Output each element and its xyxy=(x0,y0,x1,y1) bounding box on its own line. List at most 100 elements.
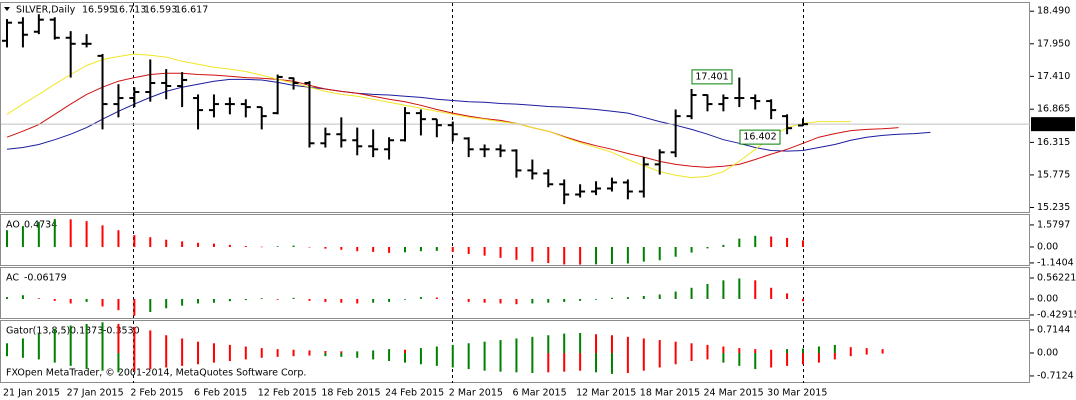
histogram-bar xyxy=(865,352,868,355)
histogram-bar xyxy=(292,352,295,357)
histogram-bar xyxy=(212,243,215,247)
x-tick-label: 12 Mar 2015 xyxy=(576,388,636,399)
x-tick-label: 18 Feb 2015 xyxy=(321,388,380,399)
y-tick-label: 15.235 xyxy=(1037,202,1070,213)
y-tick-label: -1.1404 xyxy=(1037,257,1074,268)
histogram-bar xyxy=(372,352,375,360)
histogram-bar xyxy=(308,298,311,301)
histogram-bar xyxy=(451,344,454,353)
histogram-bar xyxy=(276,298,279,300)
x-tick-label: 6 Feb 2015 xyxy=(194,388,247,399)
histogram-bar xyxy=(499,246,502,258)
histogram-bar xyxy=(69,352,72,366)
histogram-bar xyxy=(817,352,820,363)
histogram-bar xyxy=(21,295,24,299)
histogram-bar xyxy=(563,352,566,372)
histogram-bar xyxy=(547,298,550,303)
y-tick-label: 17.950 xyxy=(1037,38,1070,49)
histogram-bar xyxy=(6,230,8,247)
histogram-bar xyxy=(770,349,773,353)
histogram-bar xyxy=(6,343,8,353)
histogram-bar xyxy=(133,352,136,371)
histogram-bar xyxy=(451,352,454,368)
histogram-bar xyxy=(404,352,406,363)
histogram-bar xyxy=(563,333,566,353)
histogram-bar xyxy=(260,352,263,358)
histogram-bar xyxy=(706,352,709,360)
histogram-bar xyxy=(817,346,820,353)
histogram-bar xyxy=(833,344,836,353)
y-tick-label: 0.00 xyxy=(1037,347,1058,358)
histogram-bar xyxy=(579,298,582,301)
current-price-label: 16.617 xyxy=(1037,119,1070,130)
histogram-bar xyxy=(531,336,534,353)
histogram-bar xyxy=(579,246,582,265)
histogram-bar xyxy=(340,352,343,357)
histogram-bar xyxy=(499,298,502,304)
histogram-bar xyxy=(610,335,613,353)
histogram-bar xyxy=(228,244,231,247)
histogram-bar xyxy=(786,352,789,366)
histogram-bar xyxy=(197,352,200,365)
histogram-bar xyxy=(754,352,757,370)
histogram-bar xyxy=(117,230,120,247)
histogram-bar xyxy=(276,246,279,247)
histogram-bar xyxy=(642,295,645,299)
histogram-bar xyxy=(197,298,200,304)
histogram-bar xyxy=(674,291,677,299)
histogram-bar xyxy=(547,335,550,353)
histogram-bar xyxy=(244,246,247,247)
histogram-bar xyxy=(690,343,693,353)
histogram-bar xyxy=(69,298,72,304)
histogram-bar xyxy=(133,235,136,247)
close-value: 16.617 xyxy=(175,5,208,16)
histogram-bar xyxy=(754,235,757,247)
histogram-bar xyxy=(324,351,327,353)
histogram-bar xyxy=(658,246,661,261)
histogram-bar xyxy=(53,328,56,353)
moving-average-line xyxy=(6,53,851,179)
moving-average-line xyxy=(6,78,931,152)
symbol-title: SILVER,Daily xyxy=(16,5,76,16)
histogram-bar xyxy=(738,348,741,353)
y-tick-label: 0.56221 xyxy=(1037,272,1076,283)
histogram-bar xyxy=(881,352,884,354)
histogram-bar xyxy=(117,323,120,353)
price-annotation-box xyxy=(691,69,733,85)
histogram-bar xyxy=(467,298,470,302)
current-price-box xyxy=(1031,117,1075,132)
histogram-bar xyxy=(228,344,231,353)
histogram-bar xyxy=(515,246,518,260)
histogram-bar xyxy=(260,348,263,353)
histogram-bar xyxy=(531,246,534,262)
ac-value: -0.06179 xyxy=(24,273,67,284)
histogram-bar xyxy=(435,346,438,353)
ac-panel-frame xyxy=(0,267,1030,319)
histogram-bar xyxy=(101,352,104,371)
x-tick-label: 27 Jan 2015 xyxy=(67,388,124,399)
collapse-icon xyxy=(4,7,10,11)
y-tick-label: 17.410 xyxy=(1037,71,1070,82)
histogram-bar xyxy=(212,352,215,363)
open-value: 16.595 xyxy=(82,5,115,16)
histogram-bar xyxy=(722,280,725,299)
histogram-bar xyxy=(149,237,152,247)
x-tick-label: 6 Mar 2015 xyxy=(512,388,566,399)
histogram-bar xyxy=(642,246,645,262)
ao-title: AO xyxy=(6,220,20,231)
histogram-bar xyxy=(404,349,406,353)
gator-title: Gator(13,8,5) xyxy=(6,326,70,337)
gator-panel-frame xyxy=(0,320,1030,383)
price-annotation: 16.402 xyxy=(743,132,776,143)
histogram-bar xyxy=(308,350,311,353)
low-value: 16.593 xyxy=(144,5,177,16)
histogram-bar xyxy=(499,352,502,372)
histogram-bar xyxy=(117,352,120,373)
histogram-bar xyxy=(404,298,406,300)
histogram-bar xyxy=(658,294,661,299)
histogram-bar xyxy=(292,245,295,247)
histogram-bar xyxy=(754,349,757,353)
high-value: 16.713 xyxy=(113,5,146,16)
